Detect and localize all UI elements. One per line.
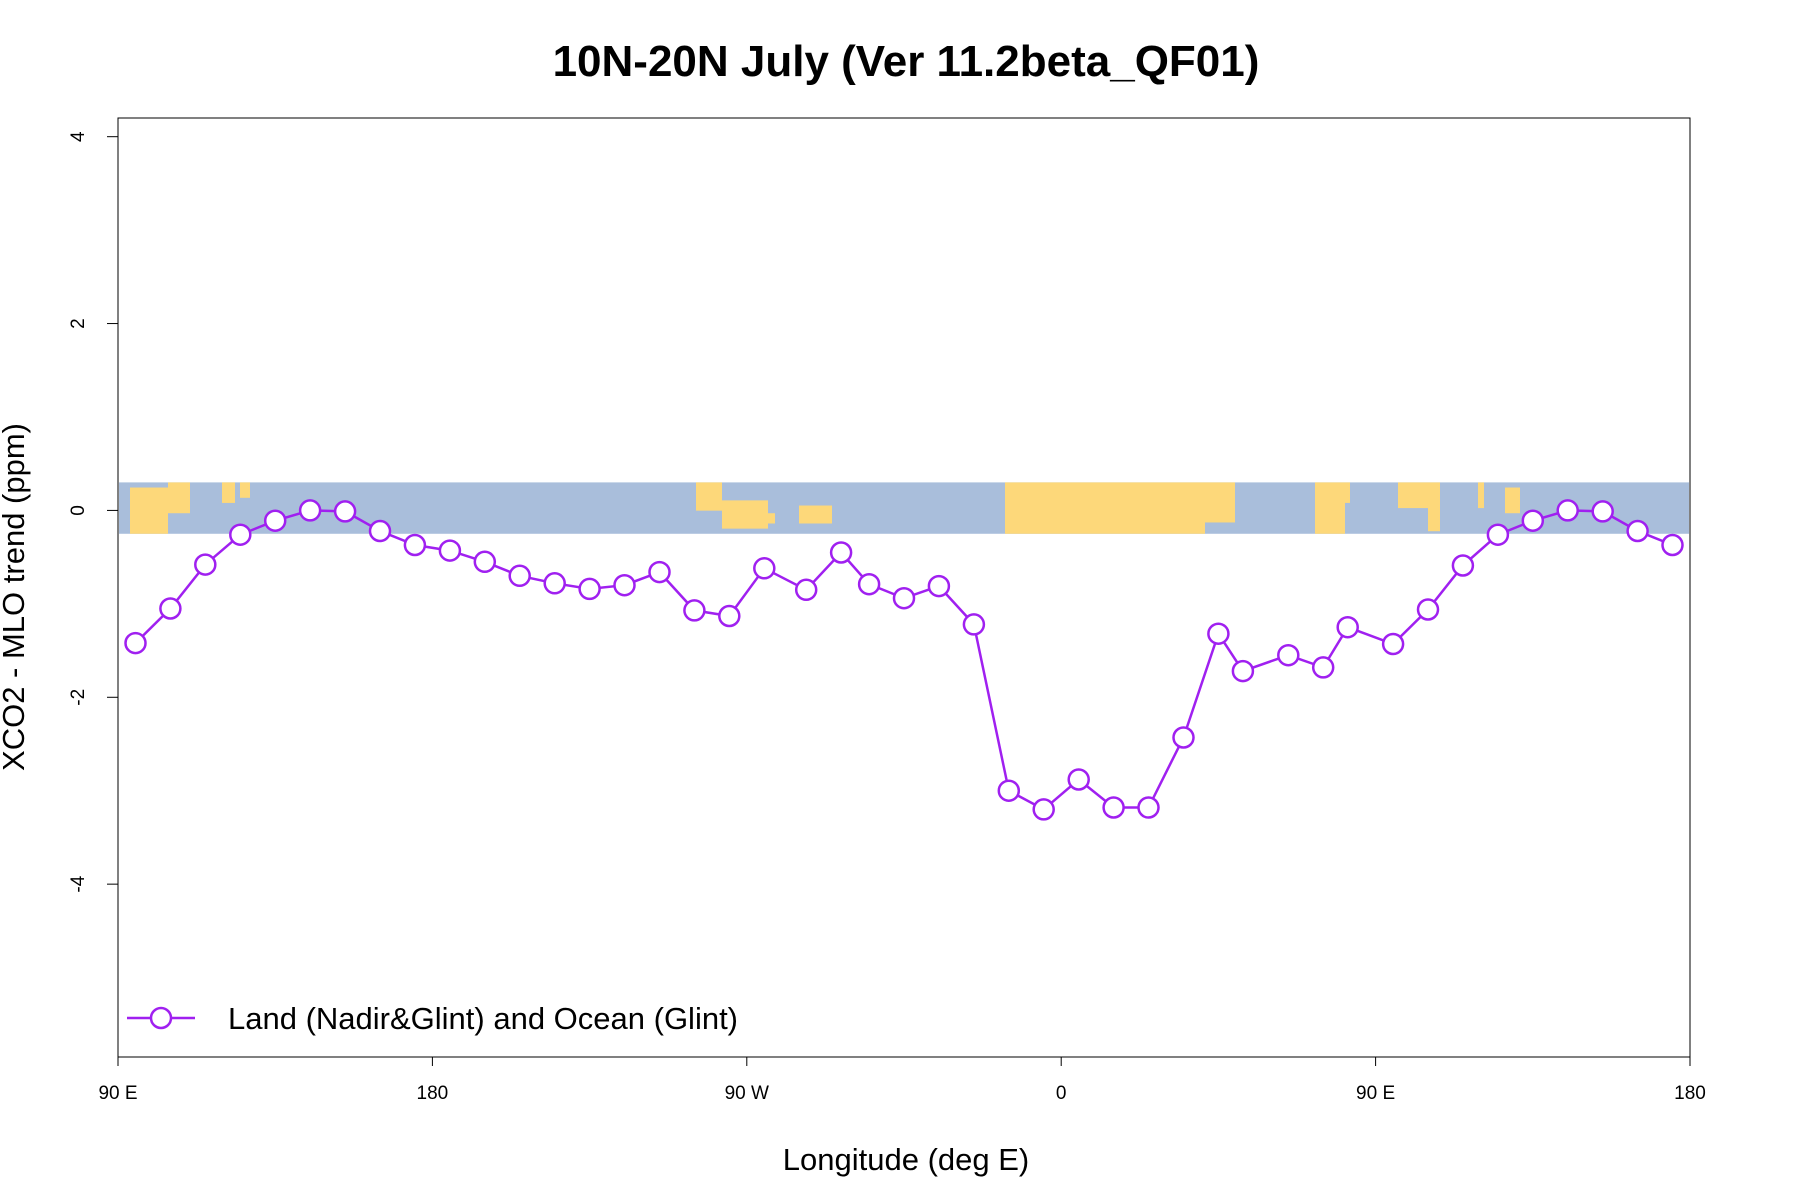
data-point	[1381, 632, 1405, 656]
data-point	[229, 523, 252, 546]
data-point	[298, 499, 322, 522]
map-land	[1005, 482, 1205, 534]
data-point	[1032, 798, 1055, 821]
y-axis-label: XCO2 - MLO trend (ppm)	[0, 423, 31, 771]
map-land	[799, 505, 832, 524]
data-point	[1521, 509, 1545, 532]
data-point	[1067, 768, 1090, 791]
data-point	[333, 500, 357, 523]
data-point	[648, 560, 671, 584]
y-tick-label: 4	[68, 131, 89, 142]
data-point	[1591, 500, 1614, 523]
map-land	[722, 500, 768, 529]
y-tick-label: 0	[68, 505, 89, 516]
y-tick-label: 2	[68, 318, 89, 329]
data-point	[1556, 499, 1579, 522]
x-tick-label: 0	[1056, 1083, 1067, 1104]
data-point	[1172, 726, 1195, 749]
data-point	[1277, 643, 1300, 667]
x-axis: 90 E 180 90 W 0 90 E 180	[98, 1056, 1706, 1104]
data-point	[892, 586, 916, 610]
data-point	[829, 541, 853, 564]
data-point	[194, 553, 217, 576]
x-tick-label: 90 W	[725, 1083, 769, 1104]
data-point	[927, 574, 951, 598]
data-point	[403, 533, 427, 557]
data-point	[683, 599, 706, 622]
y-tick-label: -2	[68, 689, 89, 706]
data-point	[473, 550, 497, 574]
map-land	[240, 482, 250, 498]
map-land	[768, 513, 775, 524]
map-land	[1428, 482, 1440, 532]
data-point	[438, 539, 462, 562]
data-point	[508, 564, 531, 588]
legend: Land (Nadir&Glint) and Ocean (Glint)	[127, 1001, 738, 1036]
legend-label: Land (Nadir&Glint) and Ocean (Glint)	[228, 1001, 738, 1036]
data-point	[1311, 656, 1335, 679]
data-point	[1137, 796, 1160, 819]
map-land	[168, 482, 190, 514]
data-point	[1626, 519, 1649, 543]
x-tick-label: 90 E	[98, 1083, 137, 1104]
x-tick-label: 180	[417, 1083, 449, 1104]
x-axis-label: Longitude (deg E)	[783, 1142, 1029, 1177]
data-point	[1451, 554, 1475, 577]
data-point	[962, 613, 986, 636]
map-land	[1315, 482, 1345, 534]
series-layer	[124, 499, 1684, 821]
data-point	[1102, 796, 1125, 819]
legend-marker	[149, 1006, 173, 1030]
map-land	[1345, 482, 1350, 503]
data-point	[543, 572, 566, 595]
data-point	[857, 572, 881, 596]
map-land	[1478, 482, 1484, 509]
data-point	[159, 597, 182, 620]
chart-title: 10N-20N July (Ver 11.2beta_QF01)	[553, 37, 1260, 86]
map-land	[1505, 487, 1520, 514]
data-point	[1416, 598, 1440, 621]
data-point	[1661, 533, 1684, 557]
x-tick-label: 180	[1674, 1083, 1706, 1104]
data-point	[124, 631, 147, 655]
data-point	[794, 578, 818, 602]
data-point	[1207, 622, 1230, 645]
y-axis: 4 2 0 -2 -4	[68, 131, 119, 893]
data-point	[997, 779, 1021, 802]
map-land	[130, 487, 168, 534]
data-point	[1231, 659, 1255, 683]
data-point	[718, 604, 741, 628]
data-point	[578, 577, 601, 601]
y-tick-label: -4	[68, 875, 89, 892]
data-point	[368, 519, 392, 543]
data-point	[1486, 523, 1510, 546]
data-point	[1336, 615, 1359, 639]
map-land	[1398, 482, 1428, 509]
map-land	[1205, 482, 1235, 523]
series-line	[134, 509, 1673, 811]
map-land	[696, 482, 722, 511]
data-point	[753, 557, 776, 580]
x-tick-label: 90 E	[1356, 1083, 1395, 1104]
map-land	[222, 482, 235, 503]
data-point	[613, 573, 636, 597]
data-point	[263, 509, 287, 532]
